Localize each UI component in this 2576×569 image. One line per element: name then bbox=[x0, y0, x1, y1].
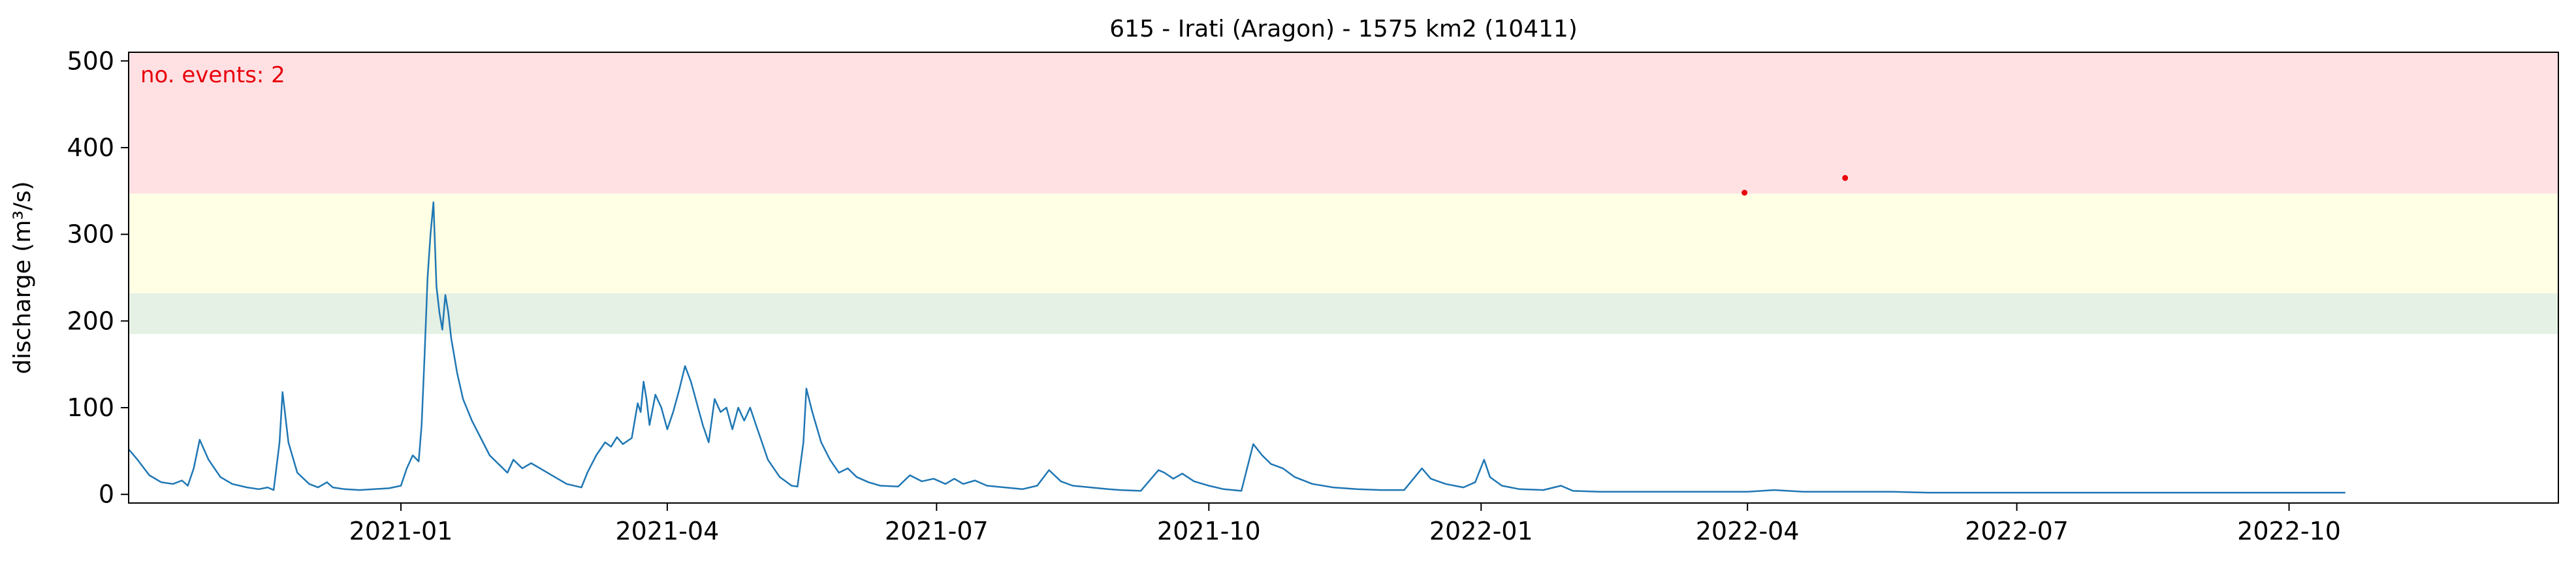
event-count-annotation: no. events: 2 bbox=[140, 62, 285, 88]
threshold-band-2 bbox=[129, 52, 2558, 194]
event-marker-0 bbox=[1741, 189, 1748, 196]
y-tick-label: 100 bbox=[67, 393, 114, 422]
plot-frame bbox=[128, 52, 2559, 504]
y-tick-label: 400 bbox=[67, 133, 114, 162]
x-tick-label: 2022-07 bbox=[1965, 517, 2069, 545]
x-axis: 2021-01 2021-04 2021-07 2021-10 2022-01 2022-… bbox=[349, 503, 2341, 545]
x-tick-label: 2022-04 bbox=[1696, 517, 1800, 545]
y-tick-label: 500 bbox=[67, 46, 114, 75]
y-axis: 0 100 200 300 400 500 bbox=[67, 46, 129, 509]
x-tick-label: 2022-01 bbox=[1429, 517, 1533, 545]
series-layer bbox=[128, 201, 2345, 494]
y-axis-label: discharge (m³/s) bbox=[9, 181, 36, 374]
event-marker-1 bbox=[1842, 174, 1849, 181]
x-tick-label: 2022-10 bbox=[2237, 517, 2341, 545]
x-tick-label: 2021-07 bbox=[885, 517, 989, 545]
y-tick-label: 200 bbox=[67, 306, 114, 335]
threshold-band-1 bbox=[129, 193, 2558, 293]
threshold-bands bbox=[129, 52, 2558, 334]
series-line-0 bbox=[128, 201, 2345, 494]
x-tick-label: 2021-01 bbox=[349, 517, 453, 545]
x-tick-label: 2021-04 bbox=[615, 517, 719, 545]
threshold-band-0 bbox=[129, 293, 2558, 334]
y-tick-label: 0 bbox=[99, 480, 114, 509]
event-markers bbox=[1741, 174, 1849, 196]
chart-title: 615 - Irati (Aragon) - 1575 km2 (10411) bbox=[1109, 16, 1578, 42]
y-tick-label: 300 bbox=[67, 220, 114, 249]
x-tick-label: 2021-10 bbox=[1157, 517, 1261, 545]
